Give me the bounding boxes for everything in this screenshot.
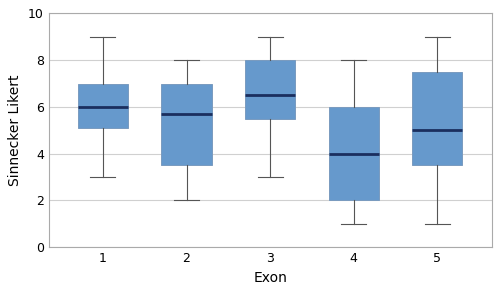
PathPatch shape bbox=[412, 72, 463, 165]
Y-axis label: Sinnecker Likert: Sinnecker Likert bbox=[8, 74, 22, 186]
PathPatch shape bbox=[245, 60, 295, 119]
X-axis label: Exon: Exon bbox=[253, 271, 287, 285]
PathPatch shape bbox=[162, 84, 212, 165]
PathPatch shape bbox=[78, 84, 128, 128]
PathPatch shape bbox=[328, 107, 379, 200]
